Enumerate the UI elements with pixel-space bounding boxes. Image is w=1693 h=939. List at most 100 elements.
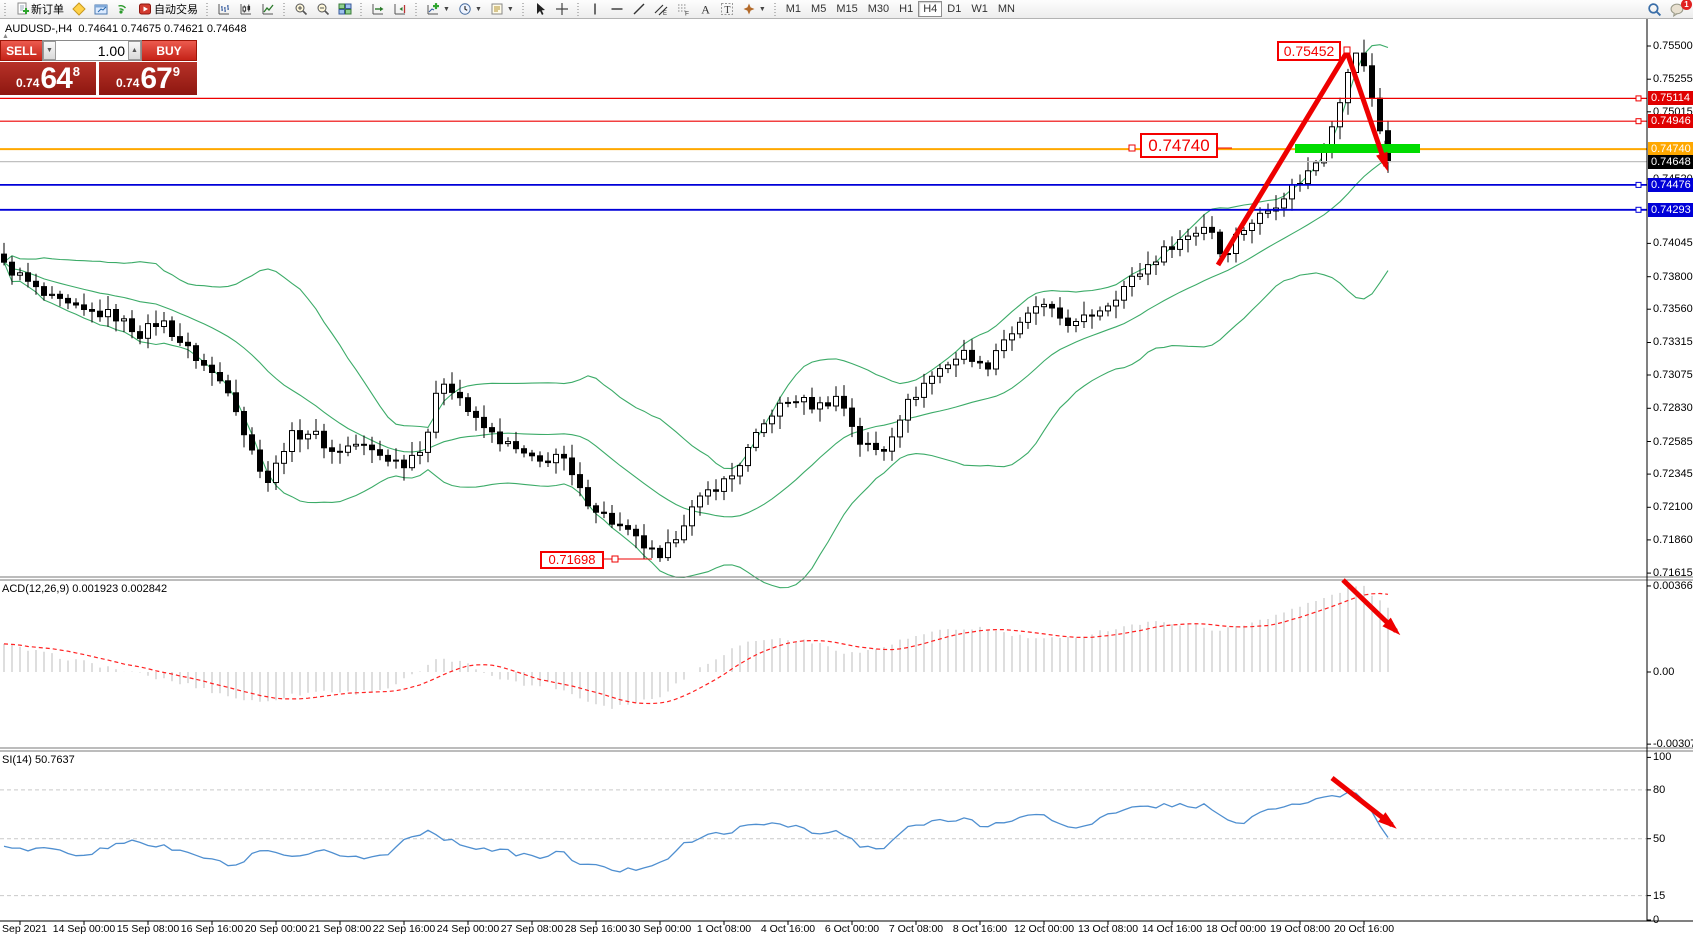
bar-chart-button[interactable] <box>213 1 235 17</box>
macd-tick-0.003669: 0.003669 <box>1653 579 1693 592</box>
panel-collapse-icon[interactable]: ▲ <box>2 33 9 40</box>
arrow-head <box>1378 812 1397 829</box>
chart-shift-button[interactable] <box>389 1 411 17</box>
volume-increase-button[interactable]: ▲ <box>128 41 141 60</box>
cursor-button[interactable] <box>529 1 551 17</box>
text-button[interactable]: A <box>694 1 716 17</box>
chevron-down-icon: ▼ <box>443 5 450 13</box>
line-chart-button[interactable] <box>257 1 279 17</box>
new-order-icon <box>15 2 29 16</box>
date-label-13: 6 Oct 00:00 <box>824 923 880 935</box>
vertical-line-button[interactable] <box>584 1 606 17</box>
chart-upload-button[interactable] <box>90 1 112 17</box>
new-order-button[interactable]: 新订单 <box>11 1 68 17</box>
timeframe-m1-button[interactable]: M1 <box>781 1 806 17</box>
candlestick-chart-icon <box>239 2 253 16</box>
tile-windows-button[interactable] <box>334 1 356 17</box>
zoom-out-button[interactable] <box>312 1 334 17</box>
crosshair-icon <box>555 2 569 16</box>
sell-price-display[interactable]: 0.74 64 8 <box>0 62 97 95</box>
buy-price-display[interactable]: 0.74 67 9 <box>99 62 197 95</box>
date-label-15: 8 Oct 16:00 <box>952 923 1008 935</box>
metaeditor-button[interactable] <box>68 1 90 17</box>
indicators-dropdown[interactable]: ▼ <box>422 1 454 17</box>
timeframe-mn-button[interactable]: MN <box>993 1 1020 17</box>
macd-signal-line <box>3 592 1389 705</box>
timeframe-h1-button[interactable]: H1 <box>894 1 918 17</box>
signals-icon <box>116 2 130 16</box>
sell-button[interactable]: SELL <box>0 40 42 61</box>
date-label-6: 22 Sep 16:00 <box>372 923 436 935</box>
trend-arrow <box>1344 51 1389 167</box>
timeframe-h4-button[interactable]: H4 <box>918 1 943 17</box>
search-button[interactable] <box>1643 1 1666 17</box>
timeframe-w1-button[interactable]: W1 <box>966 1 993 17</box>
toolbar-group-grip <box>413 2 420 16</box>
rsi-tick-15: 15 <box>1653 889 1666 902</box>
date-label-8: 27 Sep 08:00 <box>500 923 564 935</box>
horizontal-line-button[interactable] <box>606 1 628 17</box>
periods-dropdown[interactable]: ▼ <box>454 1 486 17</box>
zoom-in-button[interactable] <box>290 1 312 17</box>
chevron-down-icon: ▼ <box>474 5 482 13</box>
toolbar-group-grip <box>204 2 211 16</box>
date-label-7: 24 Sep 00:00 <box>436 923 500 935</box>
hline-handle <box>1635 95 1642 102</box>
price-tick-0.74045: 0.74045 <box>1653 237 1693 250</box>
templates-icon <box>490 2 504 16</box>
svg-text:E: E <box>663 11 667 16</box>
equidistant-channel-button[interactable]: E <box>650 1 672 17</box>
macd-indicator-label: ACD(12,26,9) 0.001923 0.002842 <box>2 583 168 595</box>
text-label-icon: T <box>720 2 734 16</box>
notifications-button[interactable]: 1 <box>1666 0 1692 17</box>
arrow-objects-dropdown[interactable]: ▼ <box>738 1 770 17</box>
timeframe-m30-button[interactable]: M30 <box>863 1 894 17</box>
timeframe-d1-button[interactable]: D1 <box>942 1 966 17</box>
annotation-high-price[interactable]: 0.75452 <box>1277 41 1341 61</box>
timeframe-m5-button[interactable]: M5 <box>806 1 831 17</box>
rsi-tick-100: 100 <box>1653 751 1672 764</box>
crosshair-button[interactable] <box>551 1 573 17</box>
fibonacci-icon: F <box>676 2 690 16</box>
price-badge-0.74740: 0.74740 <box>1648 142 1693 157</box>
annotation-level-price[interactable]: 0.74740 <box>1140 133 1218 158</box>
date-label-19: 18 Oct 00:00 <box>1205 923 1267 935</box>
autotrading-toggle-label: 自动交易 <box>154 4 198 16</box>
periods-icon <box>458 2 472 16</box>
price-tick-0.73315: 0.73315 <box>1653 336 1693 349</box>
buy-button[interactable]: BUY <box>142 40 197 61</box>
volume-input[interactable] <box>56 41 128 60</box>
zoom-in-icon <box>294 2 308 16</box>
templates-dropdown[interactable]: ▼ <box>486 1 518 17</box>
autotrading-toggle[interactable]: 自动交易 <box>134 1 202 17</box>
price-tick-0.72345: 0.72345 <box>1653 468 1693 481</box>
bar-chart-icon <box>217 2 231 16</box>
chart-canvas[interactable] <box>0 18 1647 921</box>
timeframe-m15-button[interactable]: M15 <box>831 1 862 17</box>
rsi-tick-50: 50 <box>1653 832 1666 845</box>
date-label-10: 30 Sep 00:00 <box>628 923 692 935</box>
macd-tick-0.00: 0.00 <box>1653 666 1675 678</box>
svg-text:A: A <box>701 3 710 17</box>
signals-button[interactable] <box>112 1 134 17</box>
chart-upload-icon <box>94 2 108 16</box>
annotation-low-price[interactable]: 0.71698 <box>540 551 604 569</box>
price-badge-0.74648: 0.74648 <box>1648 154 1693 169</box>
trendline-button[interactable] <box>628 1 650 17</box>
auto-scroll-button[interactable] <box>367 1 389 17</box>
metaeditor-icon <box>72 2 86 16</box>
arrow-head <box>1376 151 1388 172</box>
toolbar-group-grip <box>358 2 365 16</box>
fibonacci-button[interactable]: F <box>672 1 694 17</box>
vertical-line-icon <box>588 2 602 16</box>
buy-price-main: 67 <box>140 62 172 95</box>
date-label-21: 20 Oct 16:00 <box>1333 923 1395 935</box>
auto-scroll-icon <box>371 2 385 16</box>
candlestick-chart-button[interactable] <box>235 1 257 17</box>
date-label-20: 19 Oct 08:00 <box>1269 923 1331 935</box>
price-tick-0.73800: 0.73800 <box>1653 270 1693 283</box>
price-tick-0.72830: 0.72830 <box>1653 402 1693 415</box>
volume-decrease-button[interactable]: ▼ <box>43 41 56 60</box>
text-label-button[interactable]: T <box>716 1 738 17</box>
object-node <box>611 555 619 563</box>
